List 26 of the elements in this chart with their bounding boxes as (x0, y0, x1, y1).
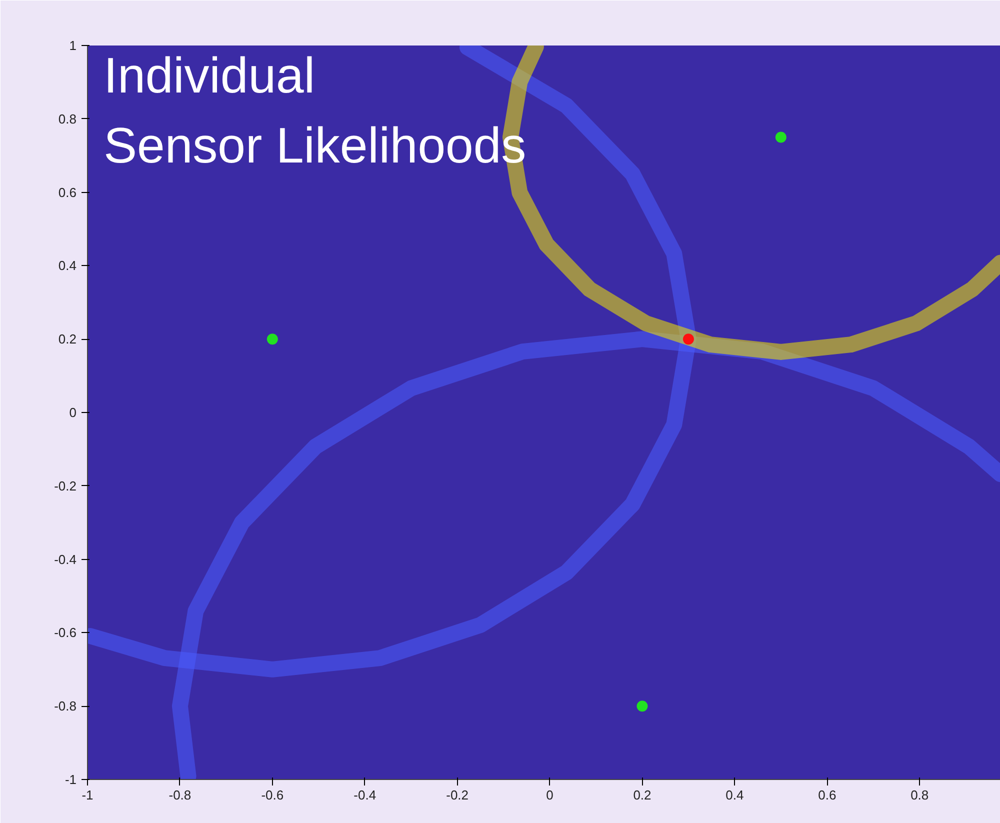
point (682, 334, 694, 345)
x-tick-label: -1 (82, 788, 94, 802)
y-tick-label: 0.4 (58, 258, 77, 274)
y-tick-label: -0.2 (54, 478, 77, 494)
point (266, 334, 278, 345)
x-tick-label: 0 (546, 788, 554, 802)
x-tick-label: -0.2 (446, 788, 469, 802)
y-tick-label: -0.6 (54, 625, 77, 640)
y-tick-label: -1 (64, 772, 77, 787)
y-tick-label: 0.6 (58, 184, 77, 200)
x-tick-label: 0.2 (633, 788, 652, 802)
x-tick-label: -0.6 (261, 788, 284, 802)
x-tick-label: 0.8 (910, 788, 929, 802)
x-tick-label: -0.8 (168, 788, 192, 802)
point (636, 700, 648, 712)
x-tick-label: -0.4 (354, 788, 376, 802)
text: Individual Sensor Likelihoods (104, 47, 526, 174)
y-tick-label: 1 (69, 38, 77, 53)
y-tick-label: -0.8 (54, 698, 77, 714)
point (775, 132, 786, 143)
y-tick-label: 0 (69, 405, 77, 420)
y-tick-label: 0.2 (58, 332, 77, 347)
x-tick-label: 0.4 (726, 788, 744, 802)
y-tick-label: 0.8 (58, 111, 77, 126)
y-tick-label: -0.4 (54, 552, 77, 567)
x-tick-label: 0.6 (818, 788, 836, 802)
